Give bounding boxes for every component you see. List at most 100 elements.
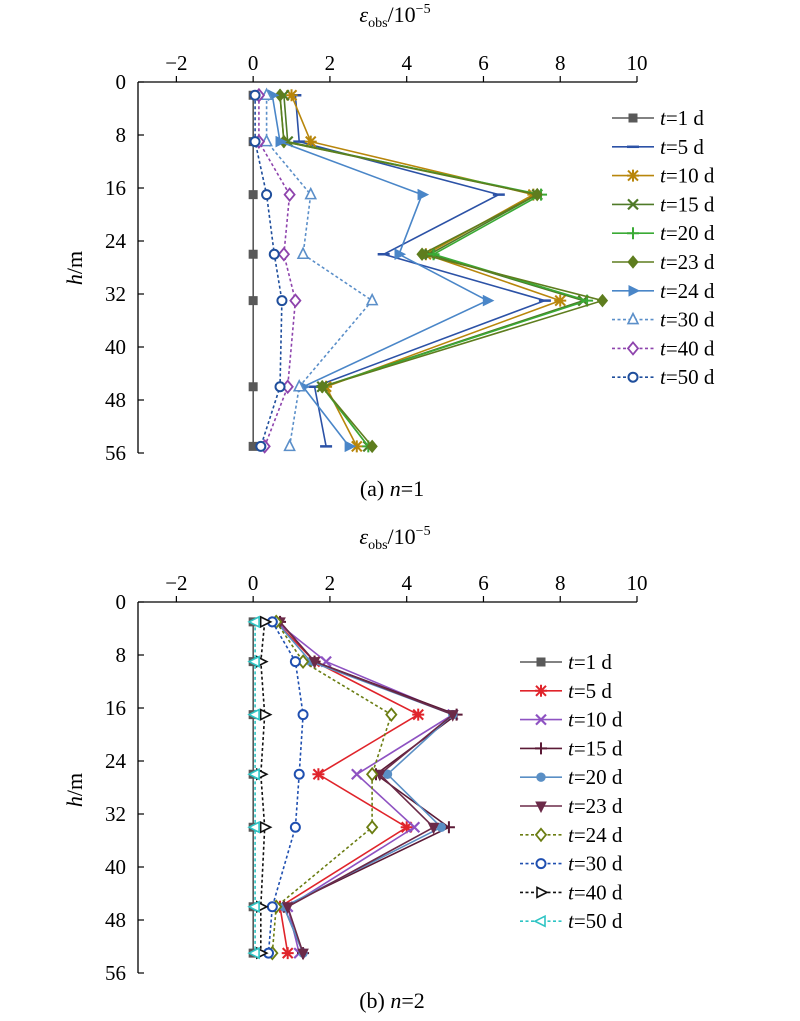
legend-label: t=5 d — [568, 679, 612, 703]
legend-marker — [627, 227, 639, 240]
data-point — [297, 948, 309, 961]
y-tick-label: 24 — [105, 229, 127, 253]
legend-marker — [627, 169, 639, 182]
data-point — [247, 767, 260, 781]
legend-label: t=10 d — [568, 708, 623, 732]
data-point — [554, 294, 567, 307]
legend-item: t=5 d — [612, 135, 704, 159]
data-point — [312, 768, 325, 781]
data-point — [247, 900, 260, 914]
legend-marker — [535, 801, 547, 814]
y-axis-title: h/m — [62, 773, 87, 807]
x-tick-label: −2 — [165, 571, 187, 595]
data-point — [408, 821, 421, 834]
data-point — [259, 708, 273, 721]
legend-marker — [535, 742, 547, 755]
legend-label: t=20 d — [568, 765, 623, 789]
y-tick-label: 16 — [105, 176, 126, 200]
data-point — [427, 822, 440, 835]
x-axis-title: εobs/10−5 — [359, 2, 430, 31]
data-point — [283, 438, 296, 452]
legend-marker — [628, 284, 641, 297]
series-line — [275, 621, 455, 954]
data-point — [427, 248, 440, 261]
data-point — [259, 820, 273, 834]
legend-label: t=15 d — [568, 736, 623, 760]
legend-item: t=5 d — [520, 679, 612, 703]
data-point — [412, 708, 425, 721]
x-tick-label: 6 — [478, 51, 489, 75]
legend-marker — [627, 371, 639, 383]
legend-marker — [536, 772, 546, 782]
x-tick-label: 4 — [401, 51, 412, 75]
legend-item: t=40 d — [612, 336, 715, 360]
legend-label: t=15 d — [660, 192, 715, 216]
data-point — [482, 294, 495, 307]
data-point — [385, 707, 398, 723]
legend-label: t=5 d — [660, 135, 704, 159]
data-point — [261, 189, 273, 201]
chart-panel-b: εobs/10−5 h/m (b) n=2 −2 0 2 4 6 8 10081624324… — [62, 524, 648, 1013]
legend-item: t=15 d — [612, 192, 715, 216]
legend-item: t=20 d — [612, 221, 715, 245]
panel-caption: (b) n=2 — [359, 988, 425, 1013]
legend-marker — [533, 914, 546, 928]
x-tick-label: 0 — [248, 51, 259, 75]
data-point — [365, 766, 379, 782]
data-point — [249, 89, 261, 101]
data-point — [274, 88, 286, 103]
legend-item: t=1 d — [520, 650, 612, 674]
legend-item: t=30 d — [612, 308, 715, 332]
data-point — [289, 656, 301, 668]
data-point — [351, 768, 363, 781]
y-axis-title: h/m — [62, 251, 87, 285]
y-tick-label: 40 — [105, 335, 126, 359]
data-point — [248, 382, 258, 392]
legend-marker — [535, 684, 547, 697]
y-tick-label: 32 — [105, 282, 126, 306]
x-axis-title: εobs/10−5 — [359, 524, 430, 553]
legend-marker — [627, 198, 639, 211]
y-tick-label: 0 — [116, 70, 127, 94]
series-t-50-d — [247, 615, 260, 960]
legend-label: t=24 d — [660, 279, 715, 303]
data-point — [316, 379, 328, 394]
series-line — [279, 621, 459, 954]
legend-marker — [627, 255, 639, 269]
data-point — [350, 440, 363, 453]
data-point — [344, 440, 357, 453]
series-line — [279, 621, 455, 954]
legend-label: t=23 d — [568, 794, 623, 818]
data-point — [308, 657, 321, 669]
legend-item: t=23 d — [520, 794, 623, 818]
series-t-50-d — [249, 89, 288, 452]
legend-marker — [628, 113, 638, 123]
legend-label: t=40 d — [568, 880, 623, 904]
data-point — [297, 709, 309, 721]
data-point — [249, 136, 261, 148]
legend-item: t=20 d — [520, 765, 623, 789]
legend-label: t=30 d — [660, 308, 715, 332]
legend-label: t=50 d — [660, 365, 715, 389]
legend-label: t=20 d — [660, 221, 715, 245]
legend-marker — [534, 827, 548, 843]
legend-marker — [535, 858, 547, 870]
legend-label: t=1 d — [568, 650, 612, 674]
y-tick-label: 8 — [116, 643, 127, 667]
y-tick-label: 48 — [105, 908, 126, 932]
legend-item: t=50 d — [520, 909, 623, 933]
legend-item: t=10 d — [520, 708, 623, 732]
legend-label: t=23 d — [660, 250, 715, 274]
x-tick-label: 6 — [478, 571, 489, 595]
data-point — [275, 135, 288, 148]
data-point — [248, 249, 258, 259]
data-point — [248, 190, 258, 200]
x-tick-label: 4 — [401, 571, 412, 595]
x-tick-label: −2 — [165, 51, 187, 75]
data-point — [296, 246, 310, 260]
y-tick-label: 56 — [105, 961, 126, 985]
data-point — [268, 248, 280, 260]
panel-caption: (a) n=1 — [360, 476, 424, 501]
x-tick-label: 8 — [555, 51, 566, 75]
data-point — [281, 902, 294, 914]
